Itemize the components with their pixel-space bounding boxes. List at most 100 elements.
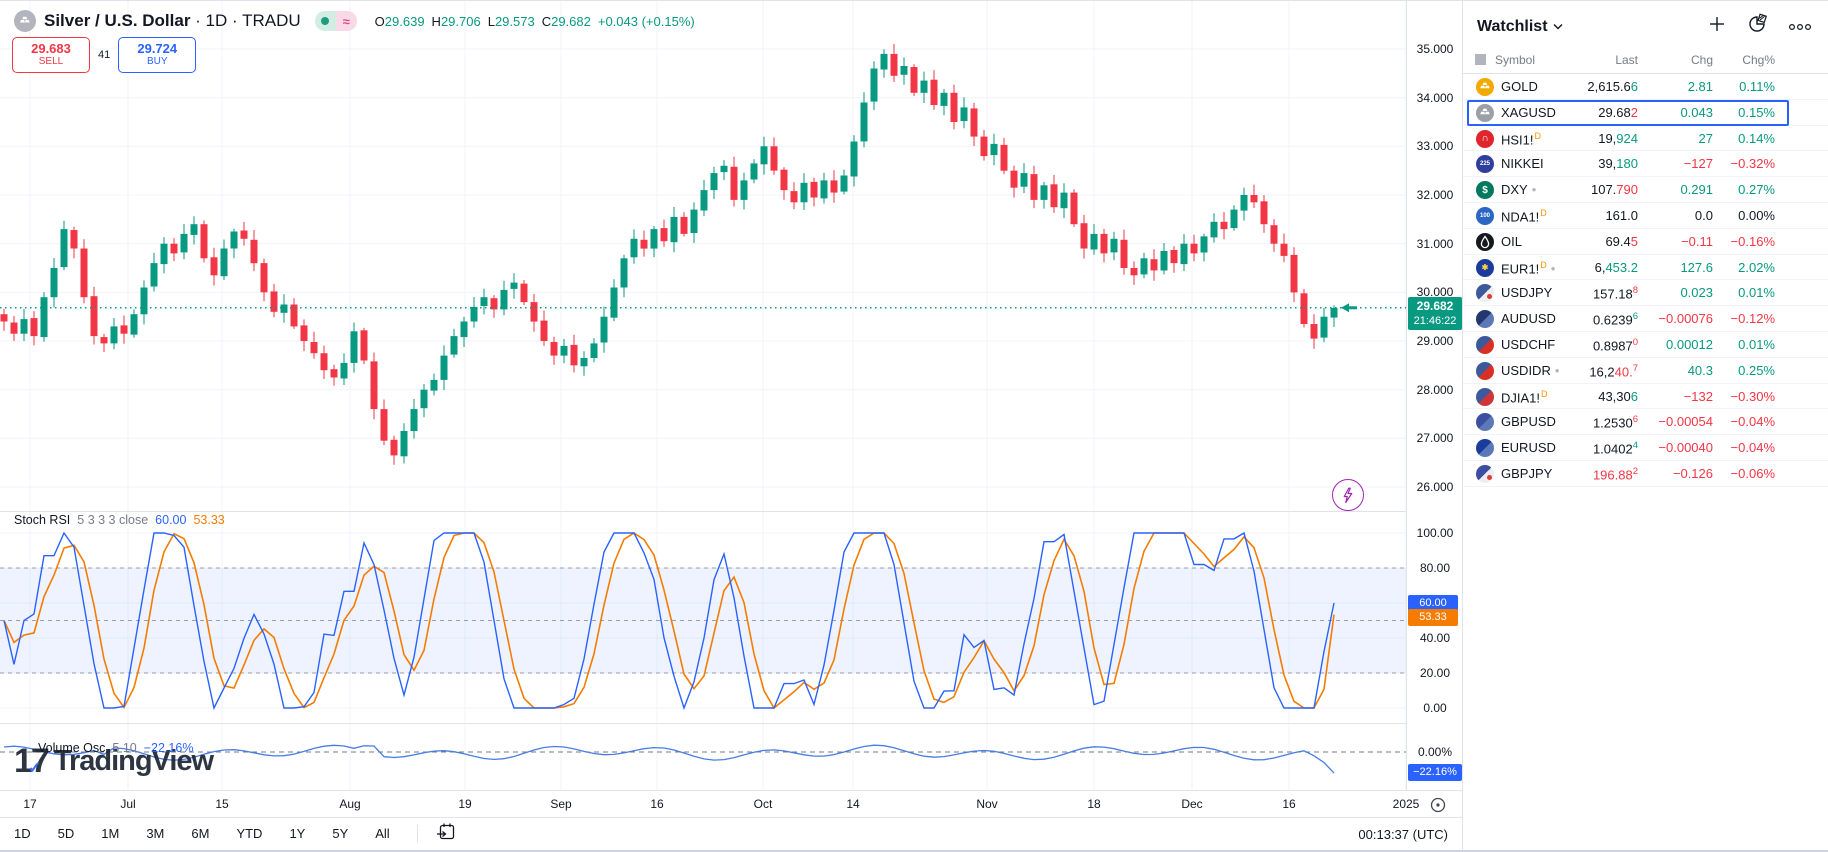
symbol-interval-exchange[interactable]: · 1D · TRADU [190,11,301,30]
more-menu-icon[interactable] [1788,18,1812,36]
volosc-value-badge: −22.16% [1408,764,1462,781]
sell-price: 29.683 [31,41,71,56]
add-symbol-icon[interactable] [1708,15,1726,38]
go-to-date-icon[interactable] [436,822,457,847]
last-value: 1.25306 [1592,414,1638,431]
change-value: 2.81 [1687,79,1713,94]
column-chg[interactable]: Chg [1690,53,1713,67]
pane-separator[interactable] [0,723,1462,724]
buy-price: 29.724 [137,41,178,56]
sell-button[interactable]: 29.683 SELL [12,37,90,73]
time-tick: Jul [120,797,136,811]
bottom-toolbar: 1D 5D 1M 3M 6M YTD 1Y 5Y All 00:13:37 (UTC) [0,817,1462,850]
range-button-5y[interactable]: 5Y [332,826,349,841]
change-pct-value: 0.01% [1738,285,1775,301]
flag-column-icon[interactable] [1475,54,1486,65]
symbol-name: GOLD [1501,79,1538,94]
change-pct-value: −0.04% [1730,440,1775,456]
symbol-title[interactable]: Silver / U.S. Dollar [44,11,191,30]
range-button-1d[interactable]: 1D [14,826,31,841]
change-value: +0.043 (+0.15%) [597,13,695,29]
change-value: −0.00076 [1658,311,1713,327]
ohlc-item: O29.639 [374,13,425,29]
stoch-tick: 80.00 [1419,561,1451,575]
change-value: 0.023 [1680,285,1713,301]
symbol-header: Silver / U.S. Dollar · 1D · TRADU ≈ O29.… [14,10,695,32]
price-tick: 27.000 [1416,431,1454,445]
watchlist-row-usdidr[interactable]: USDIDR • 16,240.7 40.3 0.25% [1463,358,1828,384]
range-button-all[interactable]: All [375,826,390,841]
watchlist-row-audusd[interactable]: AUDUSD 0.62396 −0.00076 −0.12% [1463,306,1828,332]
watchlist-title[interactable]: Watchlist [1477,18,1563,36]
last-value: 43,306 [1598,388,1638,404]
watchlist-row-hsi1[interactable]: ∩ HSI1!D 19,924 27 0.14% [1463,126,1828,152]
candlestick-chart[interactable] [0,1,1406,511]
stoch-tick: 100.00 [1416,526,1454,540]
sell-label: SELL [38,56,64,67]
watchlist-row-djia1[interactable]: DJIA1!D 43,306 −132 −0.30% [1463,384,1828,410]
column-symbol[interactable]: Symbol [1495,53,1536,67]
last-value: 2,615.66 [1587,79,1638,94]
toolbar-divider [416,825,418,843]
pane-separator[interactable] [0,511,1462,512]
symbol-name: GBPUSD [1501,414,1556,430]
buy-button[interactable]: 29.724 BUY [118,37,197,73]
time-axis[interactable]: 17 Jul 15 Aug 19 Sep 16 Oct 14 Nov 18 Dec 16 2025 [0,790,1462,817]
stoch-rsi-pane[interactable] [0,511,1406,723]
time-tick: 16 [650,797,664,811]
change-pct-value: −0.04% [1730,414,1775,430]
time-tick: Sep [550,797,572,811]
price-axis[interactable]: 35.000 34.000 33.000 32.000 31.000 30.000 29.0… [1406,1,1462,790]
last-price-value: 29.682 [1416,299,1454,313]
change-value: −0.11 [1681,233,1713,249]
volume-osc-pane[interactable] [0,723,1406,790]
bar-countdown: 21:46:22 [1413,315,1457,327]
time-tick: 17 [23,797,37,811]
last-value: 0.62396 [1592,311,1638,328]
symbol-name: DJIA1!D [1501,388,1548,405]
chart-region: 35.000 34.000 33.000 32.000 31.000 30.000 29.0… [0,1,1462,852]
column-last[interactable]: Last [1615,53,1638,67]
time-tick: Aug [339,797,361,811]
watchlist-row-usdjpy[interactable]: USDJPY 157.188 0.023 0.01% [1463,280,1828,307]
change-value: 0.043 [1680,104,1713,120]
change-pct-value: −0.32% [1730,156,1775,172]
range-button-3m[interactable]: 3M [146,826,165,841]
edit-sections-pie-icon[interactable] [1746,13,1768,40]
symbol-name: AUDUSD [1501,311,1556,327]
last-value: 69.45 [1605,233,1638,249]
last-value: 1.04024 [1592,440,1638,457]
watchlist-row-oil[interactable]: OIL 69.45 −0.11 −0.16% [1463,229,1828,255]
range-button-1m[interactable]: 1M [101,826,120,841]
range-button-5d[interactable]: 5D [57,826,75,841]
change-value: −0.00054 [1658,414,1713,430]
range-button-1y[interactable]: 1Y [289,826,306,841]
watchlist-row-gbpjpy[interactable]: GBPJPY 196.882 −0.126 −0.06% [1463,461,1828,487]
volume-osc-line [3,744,1335,774]
range-button-6m[interactable]: 6M [191,826,210,841]
time-axis-settings-icon[interactable] [1428,795,1448,815]
tradingview-watermark: 17 ✓ TradingView [14,742,214,781]
watchlist-row-dxy[interactable]: $ DXY • 107.790 0.291 0.27% [1463,177,1828,203]
spread-value: 41 [98,49,111,61]
watchlist-row-eur1[interactable]: ✱ EUR1!D • 6,453.2 127.6 2.02% [1463,255,1828,281]
market-status-pill[interactable]: ≈ [314,11,357,31]
instant-order-icon[interactable] [1332,479,1364,511]
range-button-ytd[interactable]: YTD [236,826,263,841]
symbol-name: EURUSD [1501,440,1556,456]
silver-symbol-icon[interactable] [14,10,36,32]
watchlist-row-xagusd[interactable]: XAGUSD 29.682 0.043 0.15% [1463,100,1828,126]
watchlist-row-nikkei[interactable]: 225 NIKKEI 39,180 −127 −0.32% [1463,151,1828,178]
last-value: 196.882 [1592,465,1638,483]
watchlist-row-usdchf[interactable]: USDCHF 0.89870 0.00012 0.01% [1463,332,1828,358]
column-chg-pct[interactable]: Chg% [1742,53,1775,67]
stoch-rsi-legend[interactable]: Stoch RSI 5 3 3 3 close 60.00 53.33 [14,513,225,527]
volume-osc-legend[interactable]: Volume Osc 5 10 −22.16% [38,741,193,755]
change-pct-value: −0.16% [1730,233,1775,249]
watchlist-row-gold[interactable]: GOLD 2,615.66 2.81 0.11% [1463,74,1828,100]
utc-clock[interactable]: 00:13:37 (UTC) [1358,826,1448,842]
change-pct-value: −0.06% [1730,465,1775,481]
watchlist-row-eurusd[interactable]: EURUSD 1.04024 −0.00040 −0.04% [1463,435,1828,461]
watchlist-row-nda1[interactable]: 100 NDA1!D 161.0 0.0 0.00% [1463,203,1828,229]
watchlist-row-gbpusd[interactable]: GBPUSD 1.25306 −0.00054 −0.04% [1463,409,1828,436]
